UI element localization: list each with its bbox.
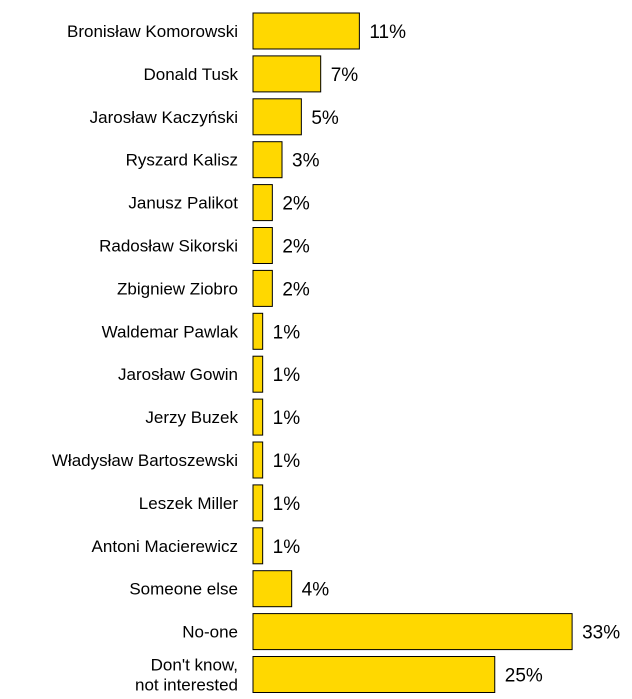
bar-janusz-palikot xyxy=(252,184,273,222)
bar-someone-else xyxy=(252,570,293,608)
value-label-don-t-know-not-interested: 25% xyxy=(505,666,543,687)
bar-ryszard-kalisz xyxy=(252,141,283,179)
value-label-radoslaw-sikorski: 2% xyxy=(282,237,310,258)
category-label-waldemar-pawlak: Waldemar Pawlak xyxy=(102,322,239,341)
bar-wladyslaw-bartoszewski xyxy=(252,441,264,479)
category-label-leszek-miller: Leszek Miller xyxy=(139,494,239,513)
value-label-janusz-palikot: 2% xyxy=(282,194,310,215)
value-label-jaroslaw-kaczynski: 5% xyxy=(311,108,339,129)
bar-jerzy-buzek xyxy=(252,398,264,436)
category-label-janusz-palikot: Janusz Palikot xyxy=(128,194,238,213)
bar-jaroslaw-gowin xyxy=(252,355,264,393)
category-label-jaroslaw-kaczynski: Jarosław Kaczyński xyxy=(90,108,238,127)
bars-group xyxy=(252,12,573,693)
bar-bronislaw-komorowski xyxy=(252,12,360,50)
value-label-someone-else: 4% xyxy=(302,580,330,601)
category-label-bronislaw-komorowski: Bronisław Komorowski xyxy=(67,22,238,41)
category-label-jerzy-buzek: Jerzy Buzek xyxy=(145,408,238,427)
category-label-ryszard-kalisz: Ryszard Kalisz xyxy=(126,151,238,170)
category-label-someone-else: Someone else xyxy=(129,580,238,599)
bar-radoslaw-sikorski xyxy=(252,227,273,264)
value-labels-group: 11% 7% 5% 3% 2% 2% 2% 1% 1% 1% 1% 1% 1% 4% 33% 25% xyxy=(273,22,621,687)
category-label-line: not interested xyxy=(135,676,238,695)
value-label-no-one: 33% xyxy=(582,623,620,644)
bar-waldemar-pawlak xyxy=(252,312,264,350)
category-label-line: Don't know, xyxy=(151,656,238,675)
category-label-donald-tusk: Donald Tusk xyxy=(144,65,239,84)
category-label-don-t-know-not-interested: Don't know, not interested xyxy=(135,656,238,695)
bar-zbigniew-ziobro xyxy=(252,269,273,307)
value-label-zbigniew-ziobro: 2% xyxy=(282,279,310,300)
value-label-waldemar-pawlak: 1% xyxy=(273,322,301,343)
bar-jaroslaw-kaczynski xyxy=(252,98,302,136)
value-label-donald-tusk: 7% xyxy=(331,65,359,86)
bar-don-t-know-not-interested xyxy=(252,656,496,693)
category-label-radoslaw-sikorski: Radosław Sikorski xyxy=(99,237,238,256)
bar-antoni-macierewicz xyxy=(252,527,264,565)
value-label-ryszard-kalisz: 3% xyxy=(292,151,320,172)
category-label-antoni-macierewicz: Antoni Macierewicz xyxy=(92,537,238,556)
value-label-jerzy-buzek: 1% xyxy=(273,408,301,429)
value-label-jaroslaw-gowin: 1% xyxy=(273,365,301,386)
value-label-bronislaw-komorowski: 11% xyxy=(369,22,406,43)
category-label-jaroslaw-gowin: Jarosław Gowin xyxy=(118,365,238,384)
value-label-wladyslaw-bartoszewski: 1% xyxy=(273,451,301,472)
bar-no-one xyxy=(252,613,573,651)
bar-leszek-miller xyxy=(252,484,264,522)
value-label-leszek-miller: 1% xyxy=(273,494,301,515)
value-label-antoni-macierewicz: 1% xyxy=(273,537,301,558)
bar-donald-tusk xyxy=(252,55,322,93)
category-label-zbigniew-ziobro: Zbigniew Ziobro xyxy=(117,279,238,298)
category-label-no-one: No-one xyxy=(182,623,238,642)
category-labels-group: Bronisław Komorowski Donald Tusk Jarosław … xyxy=(52,22,239,695)
category-label-wladyslaw-bartoszewski: Władysław Bartoszewski xyxy=(52,451,238,470)
